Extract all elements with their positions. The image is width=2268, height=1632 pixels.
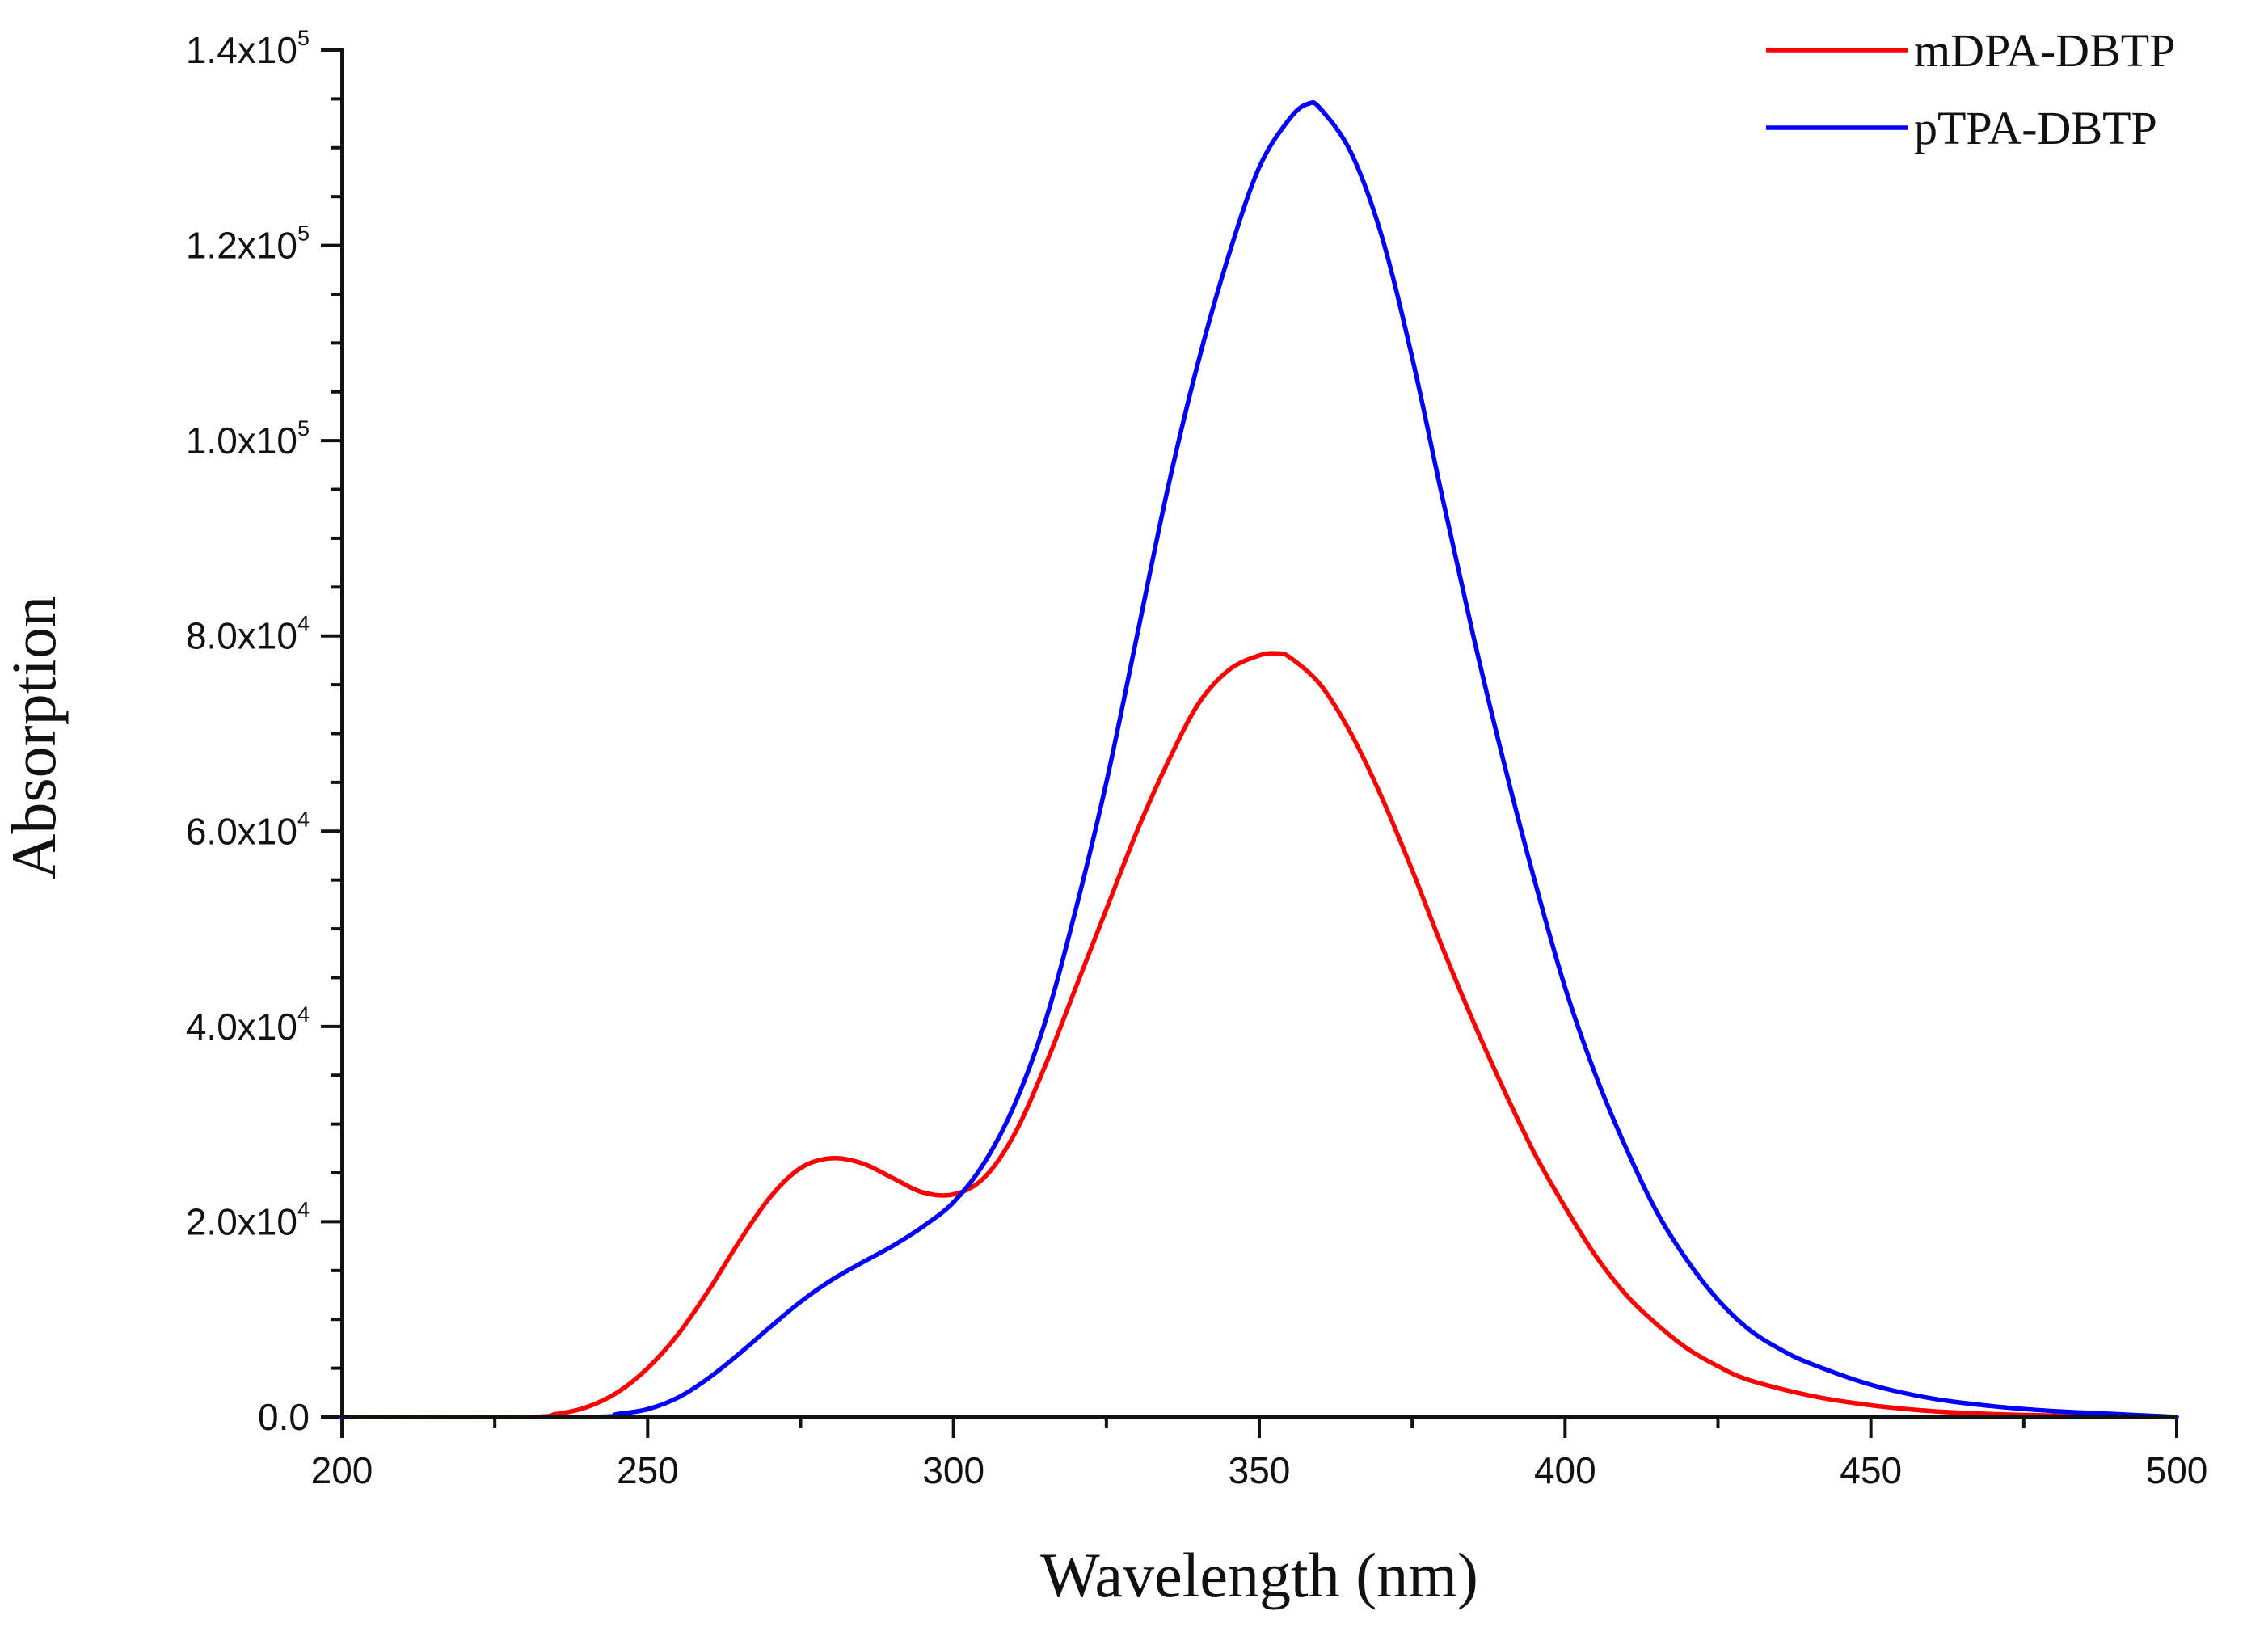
y-axis-title: Absorption bbox=[0, 596, 69, 879]
y-tick-label: 2.0x104 bbox=[186, 1197, 310, 1242]
y-tick-label: 1.4x105 bbox=[186, 26, 310, 71]
legend-label: pTPA-DBTP bbox=[1914, 102, 2157, 154]
series-line-mdpa-dbtp bbox=[339, 651, 2179, 1420]
x-tick-label: 500 bbox=[2146, 1449, 2208, 1491]
series-line-ptpa-dbtp bbox=[339, 100, 2179, 1420]
y-tick-label: 1.2x105 bbox=[186, 221, 310, 267]
legend-label: mDPA-DBTP bbox=[1914, 24, 2175, 77]
x-tick-label: 300 bbox=[922, 1449, 984, 1491]
y-tick-label: 8.0x104 bbox=[186, 612, 310, 657]
series-lines bbox=[339, 100, 2179, 1420]
tick-marks bbox=[321, 48, 2178, 1438]
legend: mDPA-DBTP pTPA-DBTP bbox=[1766, 24, 2175, 154]
x-tick-label: 400 bbox=[1534, 1449, 1596, 1491]
x-tick-label: 250 bbox=[617, 1449, 679, 1491]
x-tick-label: 450 bbox=[1840, 1449, 1902, 1491]
y-tick-label: 6.0x104 bbox=[186, 807, 310, 852]
y-tick-label: 1.0x105 bbox=[186, 416, 310, 462]
x-tick-label: 200 bbox=[311, 1449, 373, 1491]
x-tick-labels: 200 250 300 350 400 450 500 bbox=[311, 1449, 2208, 1491]
x-axis-title: Wavelength (nm) bbox=[1040, 1540, 1478, 1610]
x-tick-label: 350 bbox=[1229, 1449, 1291, 1491]
y-tick-label: 4.0x104 bbox=[186, 1002, 310, 1048]
y-tick-labels: 0.0 2.0x104 4.0x104 6.0x104 8.0x104 1.0x105 1.… bbox=[186, 26, 310, 1438]
y-tick-label: 0.0 bbox=[258, 1396, 310, 1438]
